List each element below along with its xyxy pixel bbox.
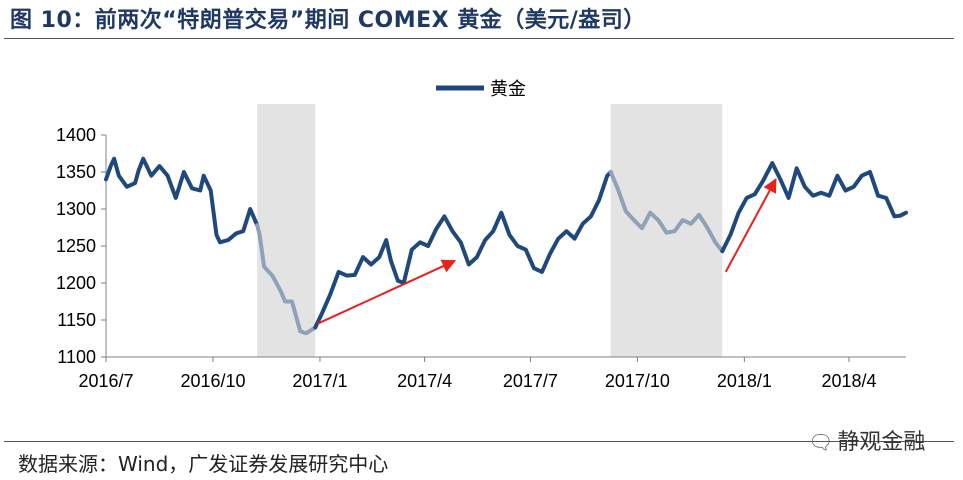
trend-arrow-2	[724, 178, 777, 273]
x-tick-label: 2017/4	[397, 371, 452, 391]
y-tick-label: 1100	[57, 347, 96, 367]
x-tick-label: 2018/1	[717, 371, 772, 391]
trend-arrow-1	[317, 259, 457, 325]
legend-label: 黄金	[490, 79, 526, 100]
y-tick-label: 1200	[56, 273, 96, 293]
footer-divider	[4, 441, 954, 442]
gold-price-chart: 1100 1150 1200 1250 1300 1350 1400 2016/7 2016/1…	[56, 79, 908, 391]
chart-title: 图 10：前两次“特朗普交易”期间 COMEX 黄金（美元/盎司）	[10, 8, 646, 33]
x-tick-label: 2016/10	[180, 371, 245, 391]
x-tick-label: 2016/7	[78, 371, 133, 391]
series-line-segment-1	[104, 156, 260, 245]
series-line-segment-2	[255, 223, 318, 336]
series-line-segment-3	[313, 170, 613, 330]
watermark-label: 静观金融	[837, 430, 926, 455]
y-tick-label: 1300	[56, 199, 96, 219]
x-tick-label: 2017/7	[503, 371, 558, 391]
shaded-period-1	[257, 104, 316, 357]
x-tick-label: 2018/4	[821, 371, 876, 391]
x-tick-label: 2017/1	[292, 371, 347, 391]
y-tick-label: 1400	[56, 125, 96, 145]
title-divider	[4, 38, 954, 39]
y-tick-label: 1350	[56, 162, 96, 182]
series-line-segment-4	[608, 170, 725, 254]
y-tick-label: 1250	[56, 236, 96, 256]
y-tick-label: 1150	[57, 310, 96, 330]
data-source: 数据来源：Wind，广发证券发展研究中心	[18, 452, 389, 476]
watermark: 🗨 静观金融	[808, 424, 925, 456]
wechat-bubble-icon: 🗨	[808, 430, 834, 454]
series-line-segment-5	[720, 161, 908, 254]
x-tick-label: 2017/10	[605, 371, 670, 391]
